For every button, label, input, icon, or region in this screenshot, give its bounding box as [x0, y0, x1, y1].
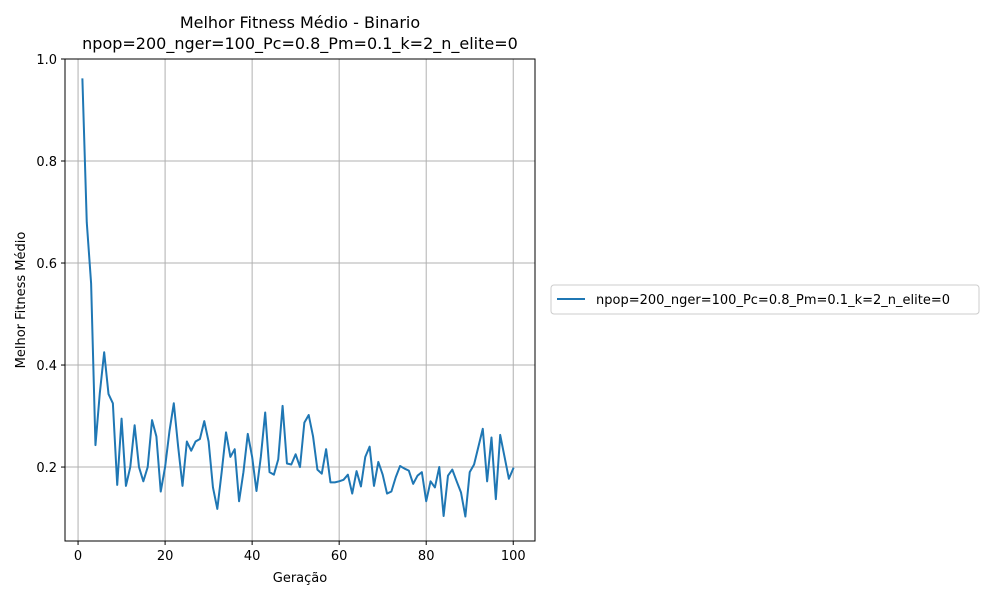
- legend-entry-label: npop=200_nger=100_Pc=0.8_Pm=0.1_k=2_n_el…: [596, 293, 950, 308]
- chart-title: Melhor Fitness Médio - Binario: [180, 13, 420, 32]
- legend: npop=200_nger=100_Pc=0.8_Pm=0.1_k=2_n_el…: [550, 284, 980, 315]
- x-tick-label: 20: [157, 549, 174, 564]
- x-tick-label: 40: [244, 549, 261, 564]
- x-tick-label: 100: [501, 549, 526, 564]
- series-layer: [81, 78, 515, 518]
- y-tick-label: 0.6: [36, 257, 57, 272]
- x-axis-label: Geração: [273, 571, 327, 586]
- plot-frame: [64, 58, 536, 542]
- chart-subtitle: npop=200_nger=100_Pc=0.8_Pm=0.1_k=2_n_el…: [82, 34, 518, 54]
- y-tick-label: 0.8: [36, 155, 57, 170]
- x-tick-label: 60: [331, 549, 348, 564]
- y-tick-label: 1.0: [36, 53, 57, 68]
- series-line: [81, 78, 515, 518]
- x-tick-label: 0: [74, 549, 82, 564]
- x-tick-label: 80: [418, 549, 435, 564]
- legend-frame: [550, 284, 980, 315]
- y-tick-label: 0.2: [36, 461, 57, 476]
- y-tick-label: 0.4: [36, 359, 57, 374]
- y-axis-label: Melhor Fitness Médio: [14, 232, 29, 369]
- axis-ticks: 0 20 40 60 80 100 0.2 0.4 0.6 0.8 1.0: [36, 53, 525, 564]
